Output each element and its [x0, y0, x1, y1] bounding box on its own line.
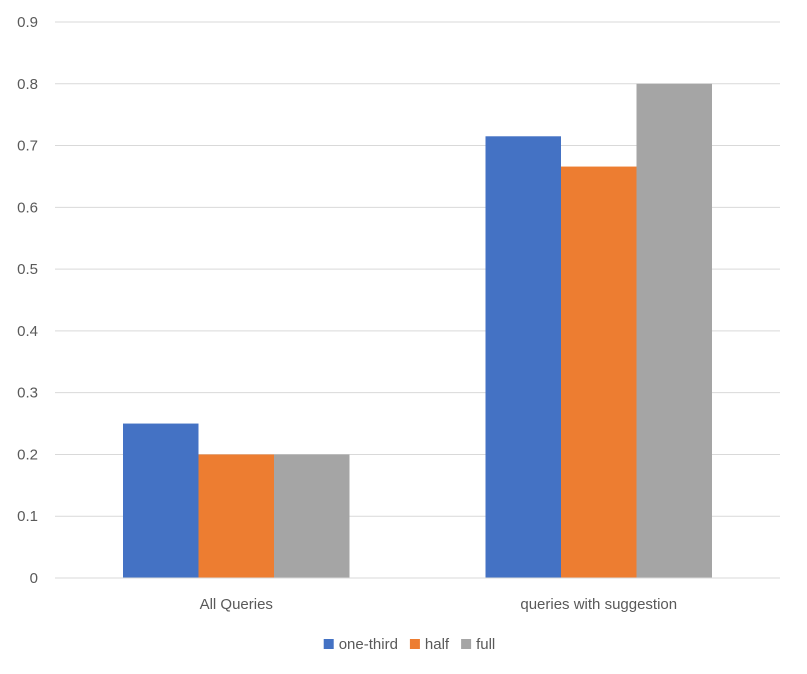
- legend-item: full: [461, 636, 495, 653]
- y-tick-label: 0.1: [17, 508, 38, 525]
- bar-one-third-1: [123, 423, 199, 578]
- x-category-label: queries with suggestion: [520, 596, 677, 613]
- bar-full-2: [636, 83, 712, 579]
- legend-swatch: [409, 639, 420, 649]
- bar-half-1: [198, 454, 274, 578]
- legend-label: one-third: [339, 636, 398, 653]
- legend-label: half: [425, 636, 450, 653]
- legend-label: full: [476, 636, 495, 653]
- legend-swatch: [461, 639, 472, 649]
- legend-item: half: [409, 636, 450, 653]
- y-tick-label: 0.6: [17, 199, 38, 216]
- y-tick-label: 0.3: [17, 385, 38, 402]
- bar-one-third-2: [485, 136, 561, 579]
- bar-half-2: [561, 166, 637, 578]
- y-tick-label: 0: [30, 570, 38, 587]
- x-axis-category-labels: All Queries queries with suggestion: [200, 596, 678, 613]
- y-tick-label: 0.9: [17, 14, 38, 31]
- legend-swatch: [323, 639, 334, 649]
- legend-item: one-third: [323, 636, 398, 653]
- y-tick-label: 0.5: [17, 261, 38, 278]
- y-tick-label: 0.2: [17, 446, 38, 463]
- y-tick-label: 0.4: [17, 323, 38, 340]
- y-tick-label: 0.7: [17, 138, 38, 155]
- x-category-label: All Queries: [200, 596, 273, 613]
- legend: one-third half full: [323, 636, 495, 653]
- y-axis-tick-labels: 0 0.1 0.2 0.3 0.4 0.5 0.6 0.7 0.8 0.9: [17, 14, 38, 587]
- y-tick-label: 0.8: [17, 76, 38, 93]
- bars: [123, 83, 712, 579]
- bar-full-1: [274, 454, 350, 578]
